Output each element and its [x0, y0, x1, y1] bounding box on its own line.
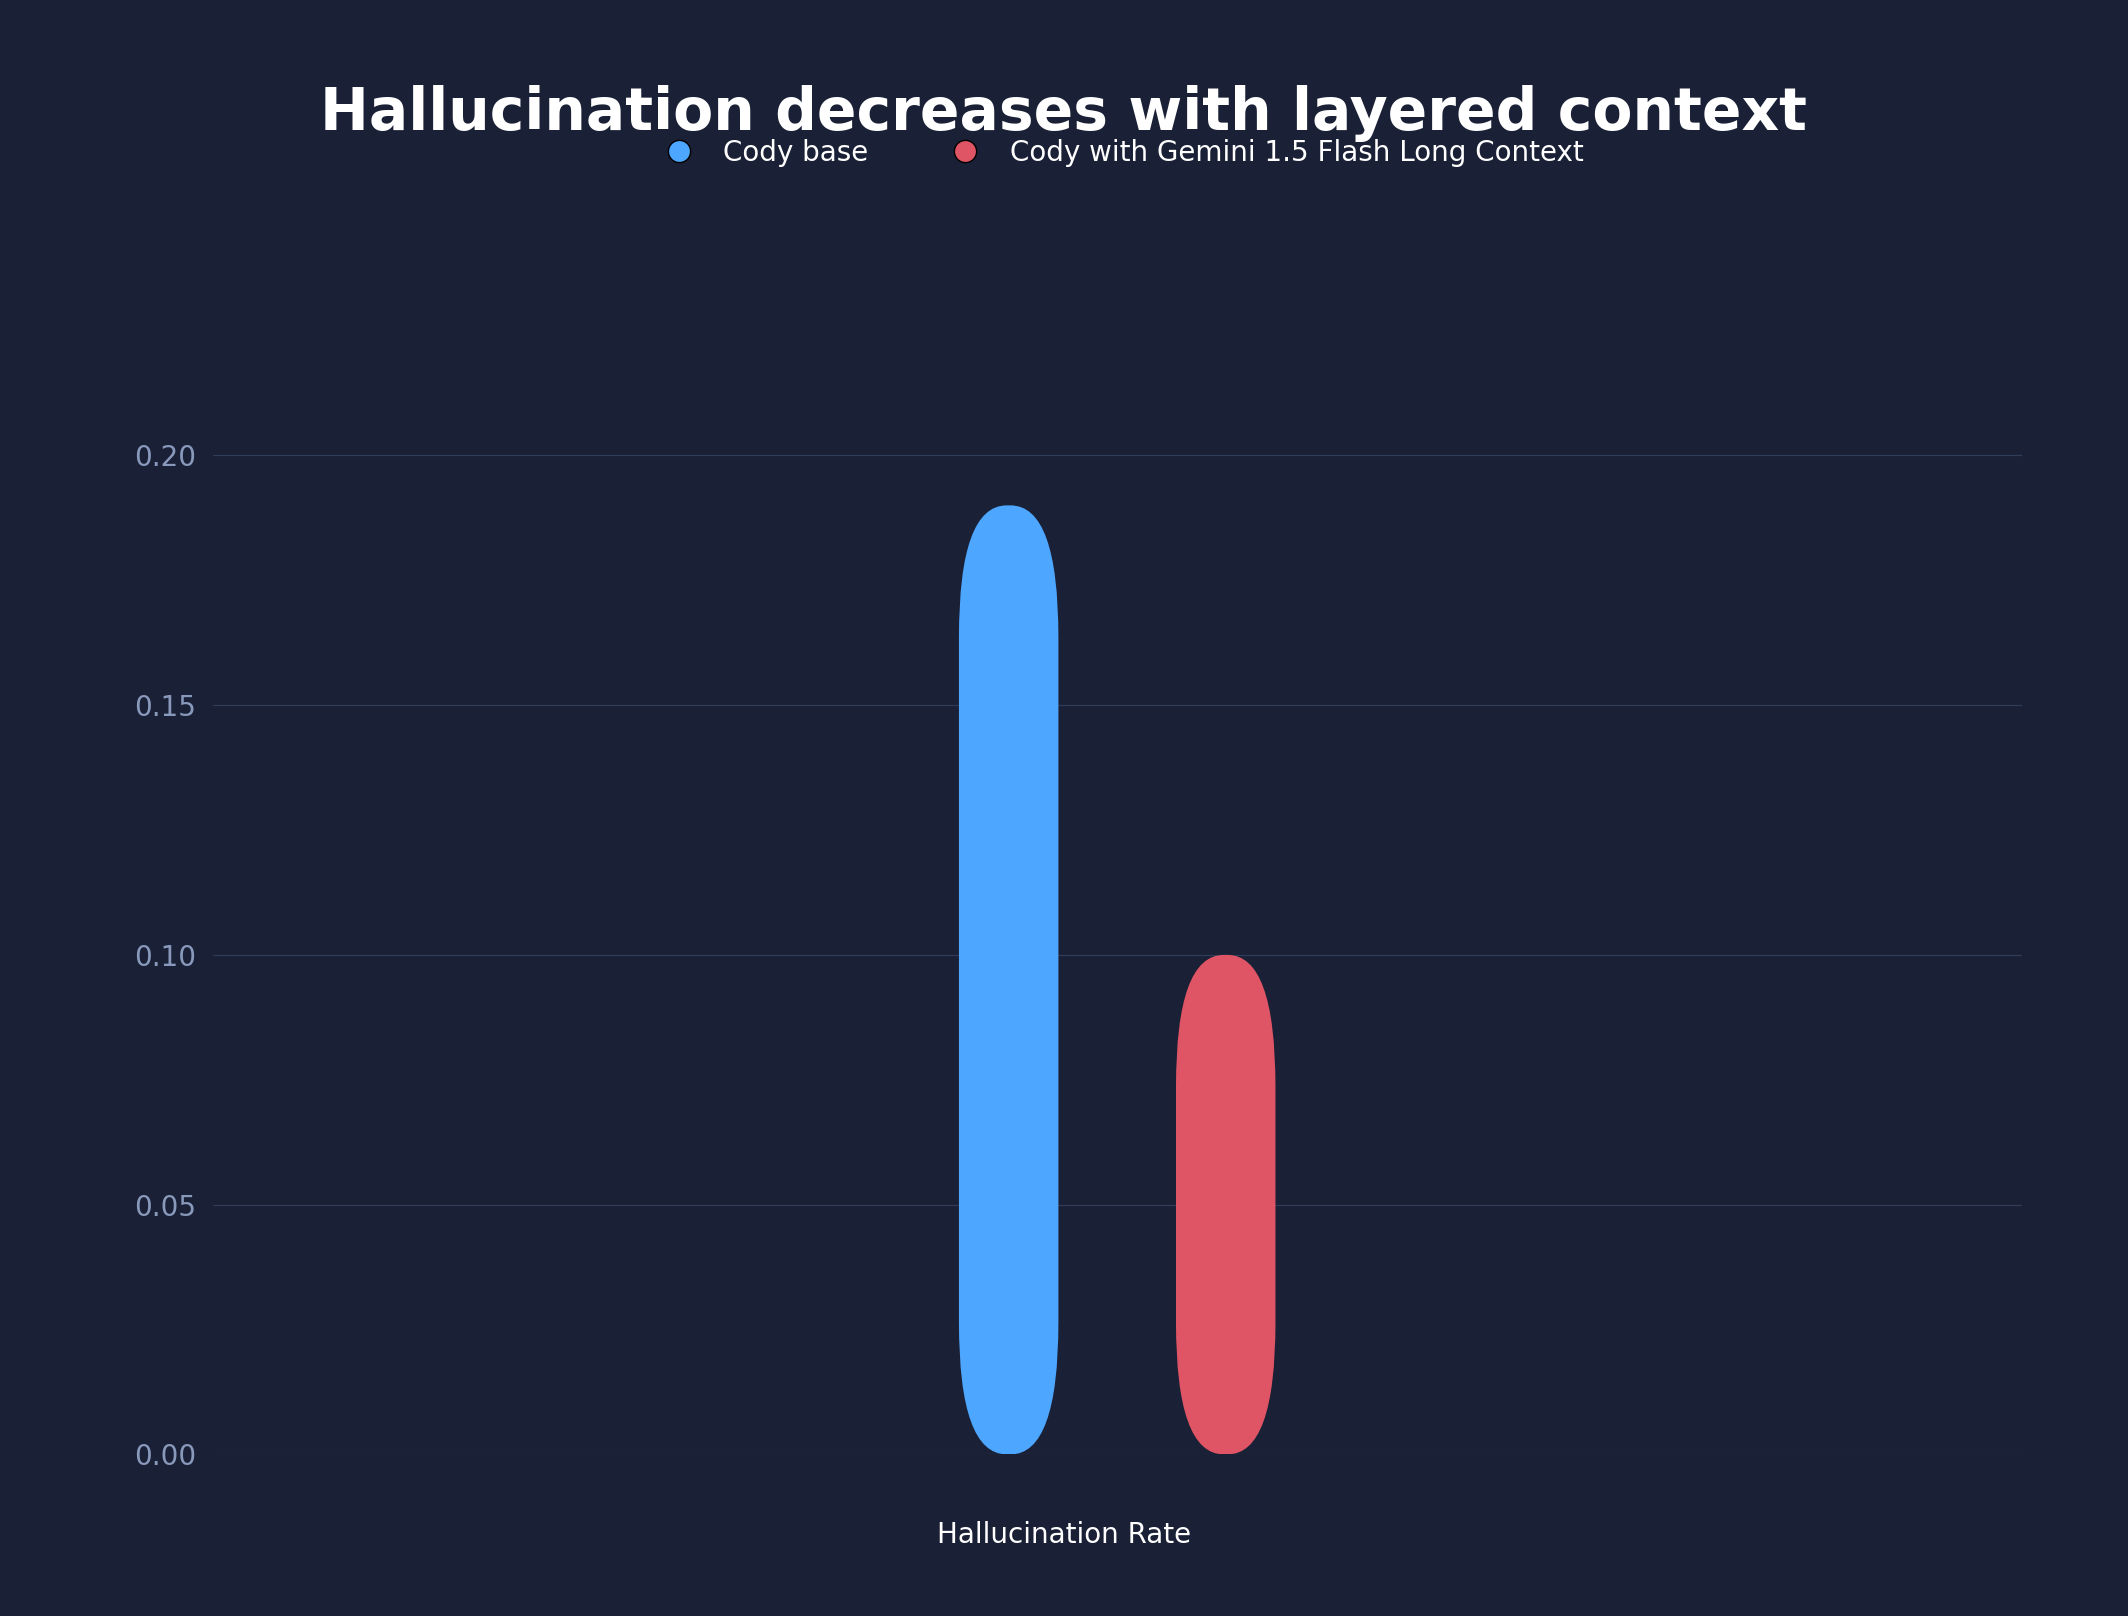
Text: Hallucination decreases with layered context: Hallucination decreases with layered con…: [321, 84, 1807, 142]
Text: Hallucination Rate: Hallucination Rate: [936, 1521, 1192, 1550]
FancyBboxPatch shape: [1177, 955, 1275, 1454]
FancyBboxPatch shape: [960, 506, 1058, 1454]
Legend: Cody base, Cody with Gemini 1.5 Flash Long Context: Cody base, Cody with Gemini 1.5 Flash Lo…: [641, 128, 1594, 178]
